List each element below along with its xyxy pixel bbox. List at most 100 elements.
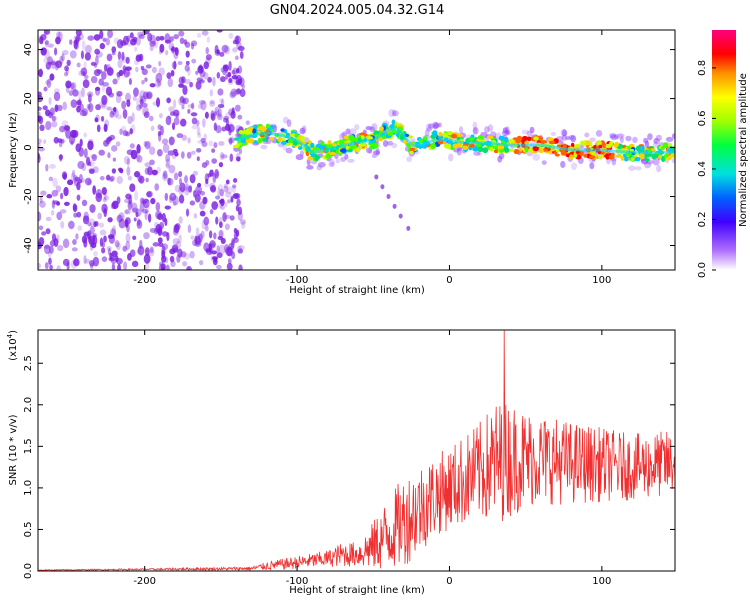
scatter-blob bbox=[234, 88, 242, 95]
scatter-blob bbox=[122, 65, 126, 75]
scatter-blob bbox=[136, 143, 141, 154]
ridge-blob bbox=[345, 145, 350, 150]
scatter-blob bbox=[197, 132, 202, 139]
scatter-blob bbox=[53, 91, 61, 102]
scatter-blob bbox=[154, 183, 160, 191]
scatter-blob bbox=[240, 221, 246, 230]
ridge-blob bbox=[446, 131, 453, 136]
scatter-blob bbox=[125, 56, 130, 64]
scatter-blob bbox=[56, 211, 63, 221]
ridge-halo-blob bbox=[473, 151, 481, 156]
scatter-blob bbox=[84, 44, 92, 55]
scatter-blob bbox=[64, 65, 69, 72]
scatter-blob bbox=[149, 40, 157, 47]
streak-blob bbox=[406, 225, 411, 231]
scatter-blob bbox=[215, 171, 220, 177]
scatter-blob bbox=[92, 185, 97, 195]
ridge-blob bbox=[381, 135, 386, 140]
scatter-blob bbox=[101, 256, 108, 262]
ridge-blob bbox=[504, 147, 510, 153]
scatter-blob bbox=[158, 113, 163, 119]
ridge-halo-blob bbox=[299, 127, 306, 135]
scatter-blob bbox=[59, 209, 67, 214]
scatter-blob bbox=[232, 39, 238, 45]
ridge-blob bbox=[477, 146, 484, 153]
scatter-blob bbox=[77, 90, 83, 100]
scatter-blob bbox=[161, 266, 166, 270]
scatter-blob bbox=[116, 39, 124, 49]
scatter-blob bbox=[53, 88, 60, 94]
scatter-blob bbox=[169, 192, 177, 201]
scatter-blob bbox=[183, 253, 191, 260]
scatter-blob bbox=[187, 67, 191, 77]
scatter-blob bbox=[115, 93, 122, 104]
scatter-blob bbox=[171, 244, 179, 253]
scatter-blob bbox=[144, 247, 150, 256]
spectrogram-y-ticks: -40 -20 0 20 40 bbox=[23, 43, 675, 254]
scatter-blob bbox=[195, 185, 203, 195]
ridge-halo-blob bbox=[354, 124, 360, 131]
scatter-blob bbox=[209, 209, 214, 215]
scatter-blob bbox=[91, 154, 97, 162]
ridge-halo-blob bbox=[301, 125, 307, 134]
scatter-blob bbox=[38, 68, 43, 78]
scatter-blob bbox=[155, 202, 161, 212]
scatter-blob bbox=[126, 158, 130, 166]
scatter-blob bbox=[41, 231, 47, 236]
scatter-blob bbox=[89, 218, 95, 228]
ridge-halo-blob bbox=[371, 153, 378, 158]
scatter-blob bbox=[139, 98, 144, 105]
ridge-halo-blob bbox=[340, 156, 347, 163]
scatter-blob bbox=[127, 201, 133, 211]
scatter-blob bbox=[178, 194, 185, 204]
ridge-blob bbox=[281, 140, 287, 145]
scatter-blob bbox=[43, 86, 48, 92]
scatter-blob bbox=[53, 136, 59, 144]
ridge-halo-blob bbox=[526, 130, 533, 137]
ridge-halo-blob bbox=[347, 158, 355, 163]
scatter-blob bbox=[168, 196, 173, 203]
scatter-blob bbox=[187, 266, 191, 270]
scatter-blob bbox=[237, 114, 243, 120]
scatter-blob bbox=[62, 50, 69, 56]
scatter-blob bbox=[216, 30, 223, 33]
scatter-blob bbox=[68, 220, 75, 230]
ridge-blob bbox=[242, 129, 247, 134]
snr-scale-note: (x104) bbox=[6, 330, 19, 361]
scatter-blob bbox=[94, 48, 100, 55]
scatter-blob bbox=[60, 138, 65, 144]
scatter-blob bbox=[111, 250, 118, 258]
scatter-blob bbox=[132, 36, 138, 43]
scatter-blob bbox=[135, 208, 142, 217]
scatter-blob bbox=[141, 79, 145, 85]
ridge-blob bbox=[269, 136, 275, 141]
scatter-blob bbox=[81, 235, 88, 244]
scatter-blob bbox=[95, 114, 100, 123]
scatter-blob bbox=[38, 147, 45, 152]
scatter-blob bbox=[178, 177, 182, 185]
scatter-blob bbox=[129, 183, 136, 192]
scatter-blob bbox=[229, 153, 234, 162]
scatter-blob bbox=[155, 35, 161, 42]
y-tick-label: -20 bbox=[23, 188, 34, 204]
scatter-blob bbox=[228, 60, 232, 71]
scatter-blob bbox=[191, 124, 198, 130]
scatter-blob bbox=[236, 198, 241, 207]
scatter-blob bbox=[133, 171, 141, 178]
scatter-blob bbox=[76, 182, 81, 191]
scatter-blob bbox=[146, 92, 152, 99]
scatter-blob bbox=[47, 56, 53, 65]
colorbar-gradient bbox=[712, 30, 736, 270]
ridge-halo-blob bbox=[299, 150, 305, 157]
ridge-halo-blob bbox=[245, 120, 250, 126]
scatter-blob bbox=[90, 75, 98, 84]
scatter-blob bbox=[72, 169, 76, 178]
scatter-blob bbox=[48, 97, 52, 106]
scatter-blob bbox=[165, 153, 170, 163]
streak-blob bbox=[392, 203, 397, 209]
scatter-blob bbox=[88, 102, 94, 113]
scatter-blob bbox=[80, 178, 86, 183]
scatter-blob bbox=[49, 163, 56, 169]
ridge-halo-blob bbox=[285, 147, 293, 154]
scatter-blob bbox=[199, 260, 204, 266]
